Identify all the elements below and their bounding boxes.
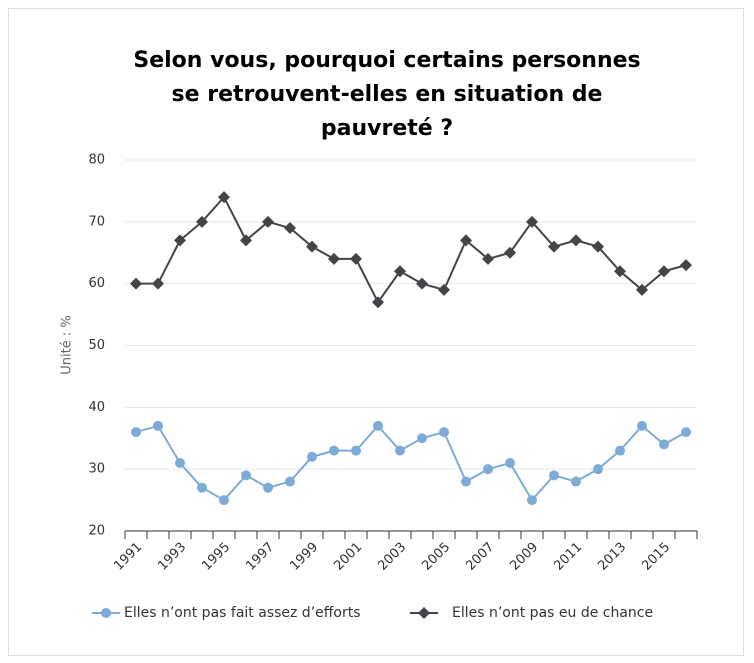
point: [571, 476, 581, 487]
point: [372, 296, 384, 309]
point: [527, 495, 537, 506]
point: [197, 482, 207, 493]
point: [438, 283, 450, 296]
point: [548, 240, 560, 253]
point: [373, 420, 383, 431]
point: [218, 191, 230, 204]
x-tick-label: 1999: [287, 540, 321, 574]
x-tick-label: 2013: [595, 540, 629, 574]
point: [131, 427, 141, 438]
point: [680, 259, 692, 272]
point: [175, 457, 185, 468]
x-tick-label: 2001: [331, 540, 365, 574]
y-tick-label: 80: [88, 153, 105, 168]
x-tick-label: 2015: [639, 540, 673, 574]
y-tick-label: 70: [88, 214, 105, 229]
legend-label: Elles n’ont pas fait assez d’efforts: [124, 605, 361, 621]
point: [153, 420, 163, 431]
point: [351, 445, 361, 456]
point: [460, 234, 472, 247]
point: [504, 246, 516, 259]
point: [394, 265, 406, 278]
point: [306, 240, 318, 253]
y-tick-label: 40: [88, 400, 105, 415]
point: [219, 495, 229, 506]
point: [152, 277, 164, 290]
x-tick-label: 2007: [463, 540, 497, 574]
chart-frame: [8, 8, 744, 656]
x-tick-label: 1997: [243, 540, 277, 574]
point: [592, 240, 604, 253]
point: [461, 476, 471, 487]
point: [240, 234, 252, 247]
point: [614, 265, 626, 278]
y-axis-label: Unité : %: [60, 315, 75, 374]
point: [174, 234, 186, 247]
chart-title: Selon vous, pourquoi certains personnes …: [133, 48, 641, 141]
point: [659, 439, 669, 450]
point: [549, 470, 559, 481]
point: [593, 464, 603, 475]
point: [395, 445, 405, 456]
point: [637, 420, 647, 431]
y-tick-label: 20: [88, 524, 105, 539]
point: [350, 252, 362, 265]
y-tick-label: 50: [88, 338, 105, 353]
x-tick-label: 2005: [419, 540, 453, 574]
y-tick-label: 60: [88, 276, 105, 291]
point: [615, 445, 625, 456]
point: [526, 215, 538, 228]
point: [329, 445, 339, 456]
point: [196, 215, 208, 228]
point: [658, 265, 670, 278]
point: [681, 427, 691, 438]
x-tick-label: 1993: [155, 540, 189, 574]
point: [483, 464, 493, 475]
point: [285, 476, 295, 487]
legend-marker: [101, 608, 111, 618]
legend-marker: [418, 607, 430, 619]
y-tick-label: 30: [88, 462, 105, 477]
point: [439, 427, 449, 438]
point: [570, 234, 582, 247]
point: [505, 457, 515, 468]
point: [307, 451, 317, 462]
x-tick-label: 1991: [111, 540, 145, 574]
x-tick-label: 2003: [375, 540, 409, 574]
point: [262, 215, 274, 228]
point: [241, 470, 251, 481]
point: [482, 252, 494, 265]
x-tick-label: 2009: [507, 540, 541, 574]
series-line: [136, 195, 687, 305]
legend-label: Elles n’ont pas eu de chance: [452, 605, 653, 621]
point: [636, 283, 648, 296]
point: [284, 222, 296, 235]
point: [130, 277, 142, 290]
x-tick-label: 2011: [551, 540, 585, 574]
point: [328, 252, 340, 265]
series-line: [135, 424, 687, 502]
point: [416, 277, 428, 290]
point: [417, 433, 427, 444]
point: [263, 482, 273, 493]
x-tick-label: 1995: [199, 540, 233, 574]
